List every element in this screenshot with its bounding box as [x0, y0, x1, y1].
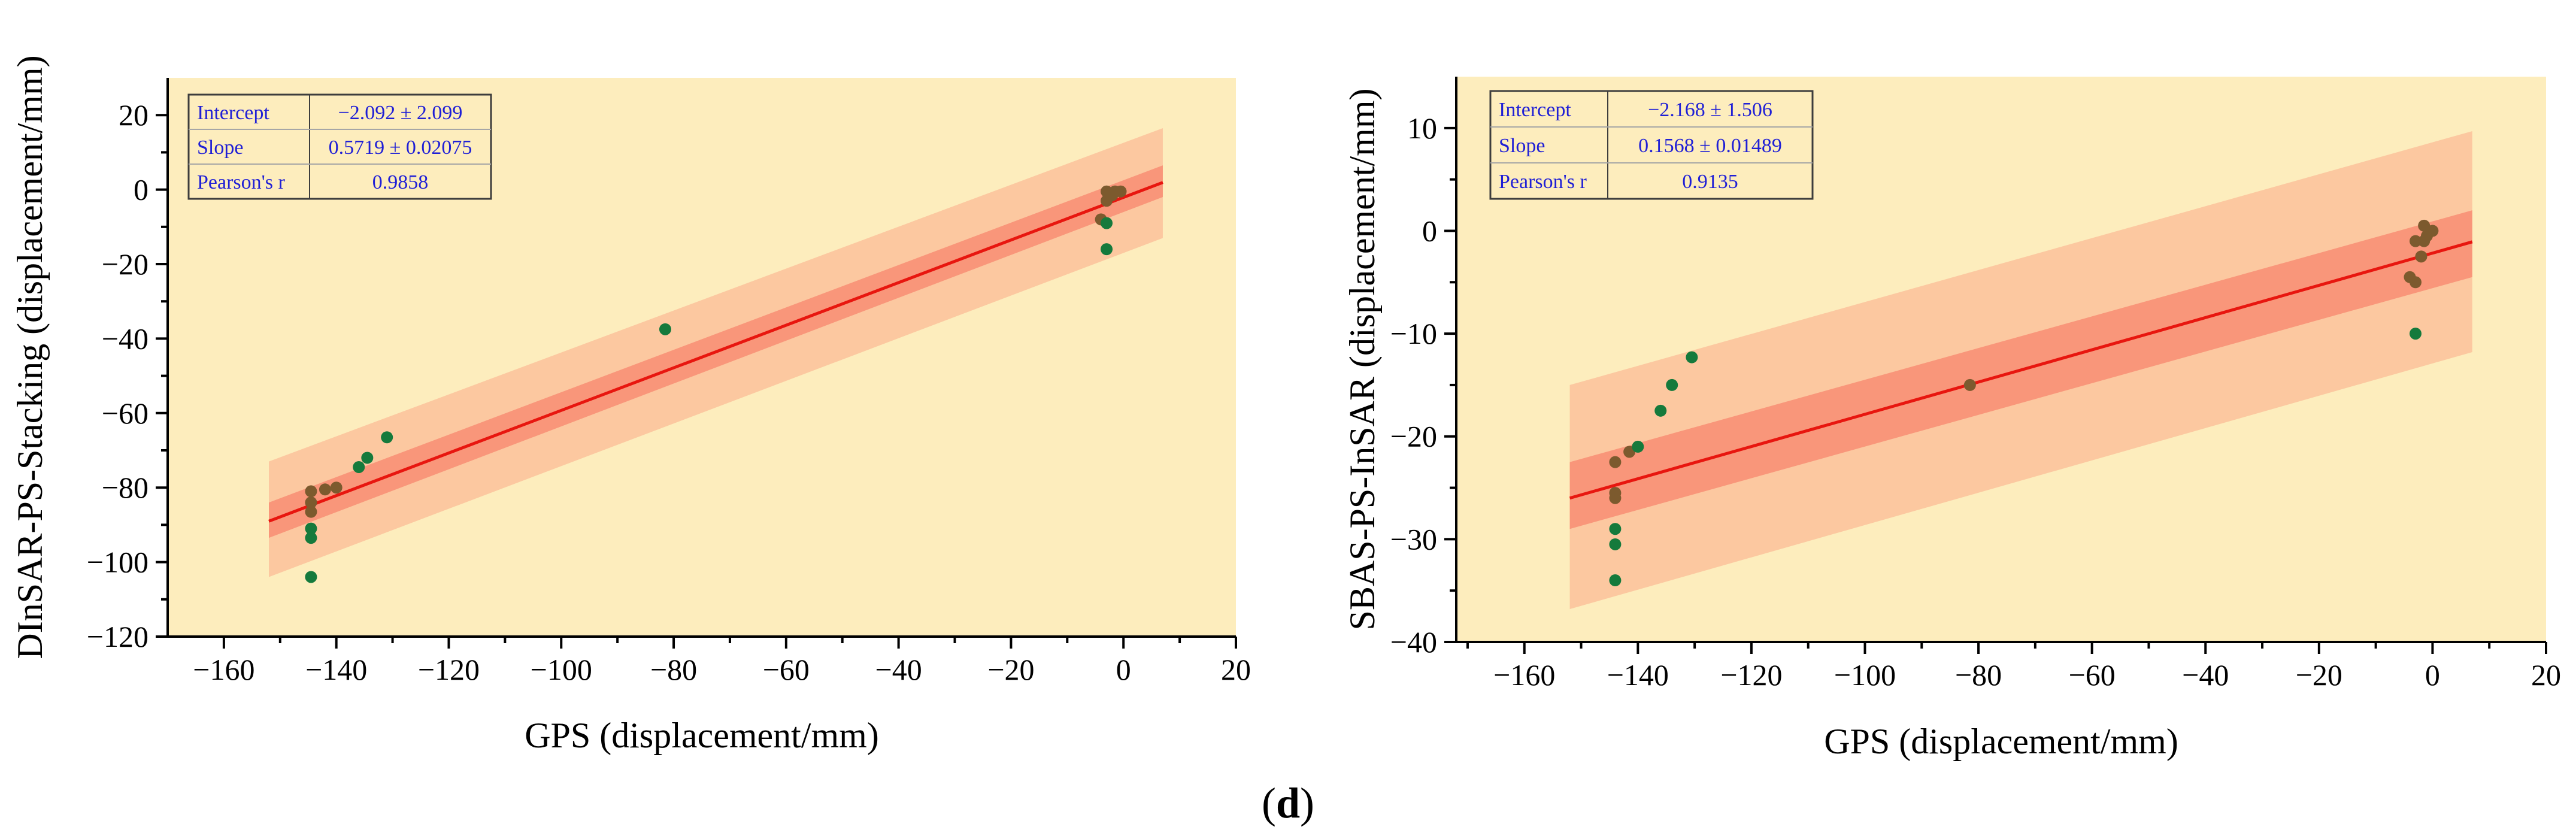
x-tick-label: −80 — [650, 653, 697, 686]
data-point — [305, 505, 317, 518]
data-point — [305, 522, 317, 535]
data-point — [1609, 574, 1622, 587]
data-point — [1654, 404, 1667, 417]
data-point — [305, 496, 317, 509]
fit-line — [268, 181, 1163, 523]
y-tick-label: −10 — [1390, 317, 1437, 350]
y-tick-label: 20 — [119, 98, 149, 132]
fit-line — [1569, 240, 2473, 500]
y-tick-label: 10 — [1407, 111, 1437, 145]
stats-value: 0.9858 — [372, 171, 429, 193]
x-tick-label: −120 — [1720, 658, 1782, 692]
y-tick-label: −30 — [1390, 522, 1437, 556]
data-point — [361, 452, 374, 464]
data-point — [319, 483, 331, 496]
plot-area — [268, 128, 1163, 583]
x-tick-label: −20 — [2296, 658, 2342, 692]
data-point — [1632, 440, 1644, 453]
stats-value: 0.1568 ± 0.01489 — [1638, 135, 1782, 157]
data-point — [1101, 243, 1113, 256]
data-point — [1101, 217, 1113, 229]
stats-label: Intercept — [197, 102, 269, 124]
x-tick-label: −60 — [763, 653, 810, 686]
data-point — [1666, 378, 1678, 391]
data-point — [381, 431, 393, 444]
data-point — [1114, 185, 1127, 198]
stats-table-frame — [187, 93, 492, 200]
stats-table-frame — [1489, 90, 1814, 200]
x-tick-label: 20 — [1221, 653, 1251, 686]
x-tick-label: 0 — [2425, 658, 2440, 692]
data-point — [659, 323, 671, 335]
data-point — [330, 481, 343, 494]
stats-table: Intercept −2.168 ± 1.506 Slope 0.1568 ± 0.0… — [1489, 90, 1814, 200]
data-point — [2415, 250, 2427, 263]
x-tick-label: −40 — [2182, 658, 2229, 692]
data-point — [2409, 235, 2422, 247]
data-point — [353, 461, 365, 473]
y-axis-title: DInSAR-PS-Stacking (displacement/mm) — [10, 55, 50, 659]
data-point — [1609, 456, 1622, 468]
x-axis-title: GPS (displacement/mm) — [525, 716, 879, 755]
x-tick-label: −80 — [1955, 658, 2002, 692]
data-point — [1609, 523, 1622, 535]
data-point — [1686, 351, 1698, 364]
y-axis-title: SBAS-PS-InSAR (displacement/mm) — [1342, 88, 1382, 630]
y-tick-label: −40 — [102, 322, 149, 355]
x-axis-title: GPS (displacement/mm) — [1824, 722, 2178, 761]
data-point — [305, 485, 317, 498]
stats-table: Intercept −2.092 ± 2.099 Slope 0.5719 ± 0.0… — [187, 93, 492, 200]
chart-dinsar-vs-gps: Intercept −2.092 ± 2.099 Slope 0.5719 ± 0.0… — [10, 55, 1251, 755]
x-tick-label: −100 — [1834, 658, 1896, 692]
x-tick-label: −120 — [418, 653, 480, 686]
chart-sbas-vs-gps: Intercept −2.168 ± 1.506 Slope 0.1568 ± 0.0… — [1342, 77, 2561, 761]
y-tick-label: −60 — [102, 396, 149, 430]
data-point — [305, 532, 317, 544]
stats-label: Pearson's r — [1499, 171, 1587, 193]
x-tick-label: 0 — [1116, 653, 1131, 686]
stats-label: Intercept — [1499, 99, 1571, 121]
data-point — [2426, 225, 2439, 237]
y-tick-label: −80 — [102, 471, 149, 504]
data-point — [1963, 378, 1976, 391]
stats-value: 0.9135 — [1682, 171, 1738, 193]
data-point — [2409, 276, 2422, 289]
x-tick-label: −100 — [531, 653, 592, 686]
stats-value: −2.092 ± 2.099 — [338, 102, 463, 124]
data-point — [1609, 492, 1622, 504]
stats-label: Slope — [197, 137, 243, 159]
y-tick-label: −100 — [87, 546, 149, 579]
stats-value: 0.5719 ± 0.02075 — [329, 137, 472, 159]
x-tick-label: −160 — [1493, 658, 1555, 692]
stats-value: −2.168 ± 1.506 — [1648, 99, 1772, 121]
x-tick-label: −20 — [987, 653, 1034, 686]
data-point — [2409, 328, 2422, 340]
x-tick-label: −140 — [305, 653, 367, 686]
y-tick-label: 0 — [134, 173, 149, 207]
x-tick-label: −140 — [1607, 658, 1669, 692]
x-tick-label: −40 — [875, 653, 922, 686]
y-tick-label: −20 — [102, 247, 149, 281]
y-tick-label: −40 — [1390, 625, 1437, 659]
y-tick-label: −20 — [1390, 420, 1437, 453]
data-point — [305, 571, 317, 583]
x-tick-label: 20 — [2531, 658, 2561, 692]
plot-area — [1569, 131, 2473, 610]
x-tick-label: −60 — [2069, 658, 2116, 692]
stats-label: Slope — [1499, 135, 1545, 157]
y-tick-label: 0 — [1422, 214, 1437, 247]
y-tick-label: −120 — [87, 620, 149, 653]
stats-label: Pearson's r — [197, 171, 286, 193]
x-tick-label: −160 — [193, 653, 254, 686]
panel-label: (d) — [1262, 779, 1314, 827]
data-point — [1609, 538, 1622, 550]
